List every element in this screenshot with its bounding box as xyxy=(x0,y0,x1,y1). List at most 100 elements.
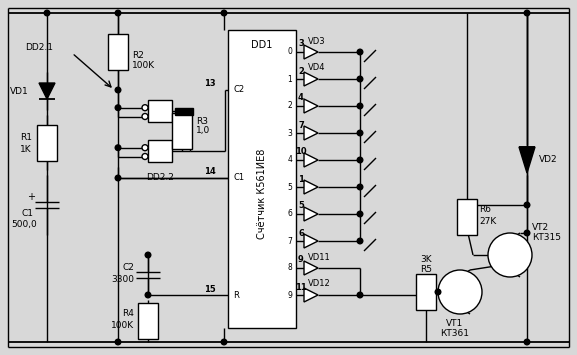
Circle shape xyxy=(524,202,530,208)
Text: 4: 4 xyxy=(287,155,292,164)
Text: VD1: VD1 xyxy=(10,87,29,97)
Text: R2: R2 xyxy=(132,50,144,60)
Polygon shape xyxy=(304,99,318,113)
Polygon shape xyxy=(304,72,318,86)
Text: VD2: VD2 xyxy=(539,155,557,164)
Circle shape xyxy=(524,339,530,345)
Text: C2: C2 xyxy=(233,86,244,94)
Text: 3: 3 xyxy=(287,129,292,137)
Circle shape xyxy=(357,103,363,109)
Circle shape xyxy=(357,130,363,136)
Circle shape xyxy=(357,157,363,163)
Text: DD2.2: DD2.2 xyxy=(146,173,174,181)
Circle shape xyxy=(142,145,148,151)
Text: 500,0: 500,0 xyxy=(11,220,37,229)
Circle shape xyxy=(115,175,121,181)
Text: C1: C1 xyxy=(233,174,244,182)
Bar xyxy=(148,140,172,162)
Circle shape xyxy=(357,184,363,190)
Circle shape xyxy=(357,238,363,244)
Text: 2: 2 xyxy=(298,66,304,76)
Circle shape xyxy=(357,76,363,82)
Text: VD3: VD3 xyxy=(308,37,325,45)
Text: R4: R4 xyxy=(122,310,134,318)
Text: 7: 7 xyxy=(298,120,304,130)
Circle shape xyxy=(488,233,532,277)
Text: 1: 1 xyxy=(287,75,292,83)
Text: C2: C2 xyxy=(122,263,134,273)
Circle shape xyxy=(115,145,121,151)
Circle shape xyxy=(221,339,227,345)
Text: VD12: VD12 xyxy=(308,279,331,289)
Text: 9: 9 xyxy=(287,290,292,300)
Text: R5: R5 xyxy=(420,266,432,274)
Text: 8: 8 xyxy=(287,263,292,273)
Circle shape xyxy=(142,105,148,111)
Bar xyxy=(228,30,296,328)
Text: 27K: 27K xyxy=(479,217,496,225)
Circle shape xyxy=(115,339,121,345)
Circle shape xyxy=(438,270,482,314)
Text: 3300: 3300 xyxy=(111,275,134,284)
Bar xyxy=(138,303,158,339)
Text: 5: 5 xyxy=(298,202,304,211)
Bar xyxy=(37,125,57,160)
Text: 1: 1 xyxy=(298,175,304,184)
Bar xyxy=(457,199,477,235)
Text: 7: 7 xyxy=(287,236,292,246)
Polygon shape xyxy=(304,180,318,194)
Circle shape xyxy=(221,10,227,16)
Text: 0: 0 xyxy=(287,48,292,56)
Text: 1K: 1K xyxy=(20,144,32,153)
Polygon shape xyxy=(304,288,318,302)
Polygon shape xyxy=(304,261,318,275)
Text: 3K: 3K xyxy=(420,256,432,264)
Text: 11: 11 xyxy=(295,283,307,291)
Text: +: + xyxy=(27,192,35,202)
Circle shape xyxy=(357,292,363,298)
Circle shape xyxy=(115,87,121,93)
Text: DD1: DD1 xyxy=(252,40,273,50)
Polygon shape xyxy=(304,126,318,140)
Text: R3: R3 xyxy=(196,116,208,126)
Circle shape xyxy=(357,49,363,55)
Text: DD2.1: DD2.1 xyxy=(25,44,53,53)
Polygon shape xyxy=(304,207,318,221)
Text: 100K: 100K xyxy=(111,321,134,329)
Text: Счётчик К561ИЕ8: Счётчик К561ИЕ8 xyxy=(257,149,267,239)
Circle shape xyxy=(145,252,151,258)
Circle shape xyxy=(357,211,363,217)
Text: R: R xyxy=(233,290,239,300)
Polygon shape xyxy=(39,83,55,99)
Text: VT2: VT2 xyxy=(532,223,549,231)
Text: 4: 4 xyxy=(298,93,304,103)
Text: 13: 13 xyxy=(204,80,216,88)
Text: 5: 5 xyxy=(287,182,292,191)
Text: R6: R6 xyxy=(479,206,491,214)
Bar xyxy=(175,108,193,115)
Polygon shape xyxy=(519,147,535,173)
Text: VD4: VD4 xyxy=(308,64,325,72)
Text: 6: 6 xyxy=(287,209,292,218)
Circle shape xyxy=(524,230,530,236)
Text: VT1: VT1 xyxy=(447,320,464,328)
Text: 6: 6 xyxy=(298,229,304,237)
Text: VD11: VD11 xyxy=(308,252,331,262)
Text: 1,0: 1,0 xyxy=(196,126,210,136)
Text: 3: 3 xyxy=(298,39,304,49)
Text: КТ361: КТ361 xyxy=(440,328,470,338)
Text: КТ315: КТ315 xyxy=(532,233,561,241)
Bar xyxy=(172,113,192,149)
Polygon shape xyxy=(304,234,318,248)
Bar xyxy=(108,33,128,70)
Text: 14: 14 xyxy=(204,168,216,176)
Circle shape xyxy=(524,10,530,16)
Text: R1: R1 xyxy=(20,133,32,142)
Circle shape xyxy=(142,114,148,120)
Bar xyxy=(148,100,172,122)
Circle shape xyxy=(145,292,151,298)
Circle shape xyxy=(44,10,50,16)
Text: 100K: 100K xyxy=(132,61,155,71)
Text: 10: 10 xyxy=(295,147,307,157)
Text: 2: 2 xyxy=(287,102,292,110)
